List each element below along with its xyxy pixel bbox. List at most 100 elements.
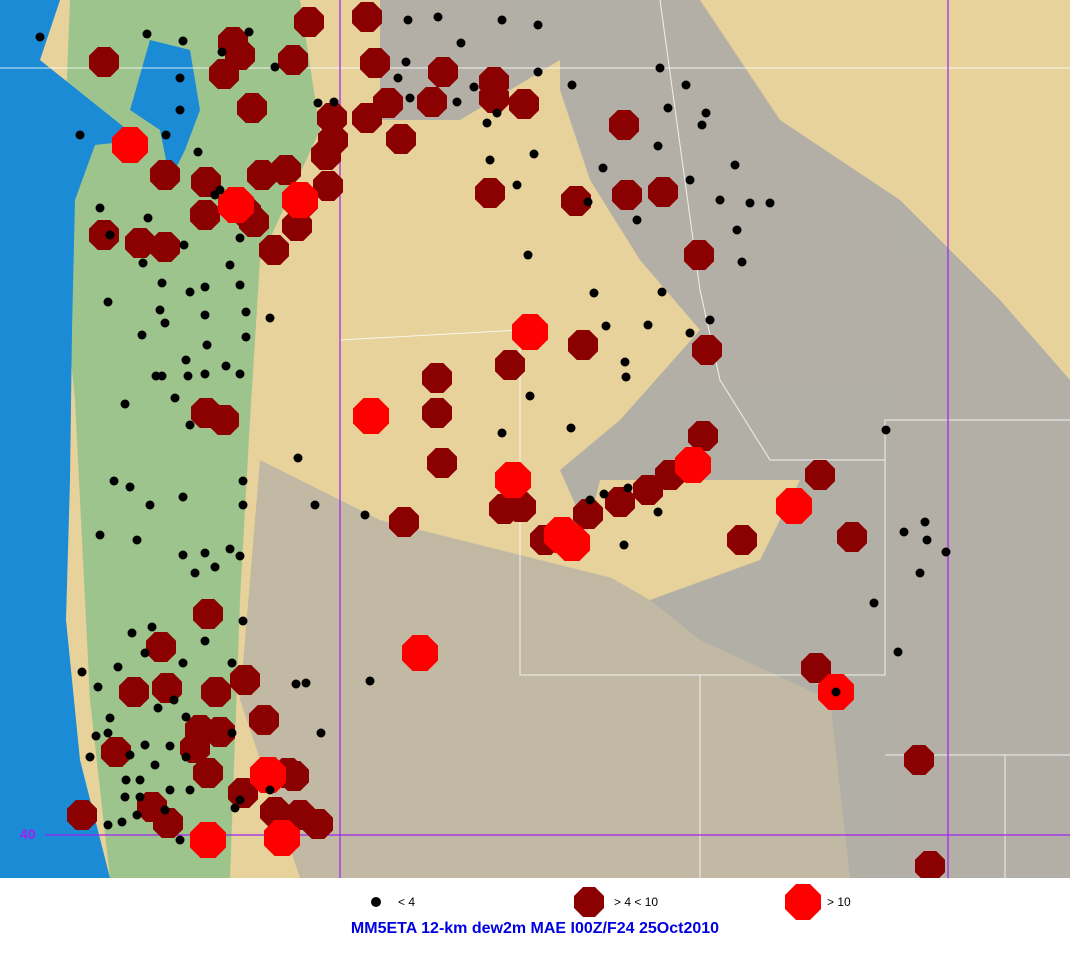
small-error-marker (135, 775, 145, 785)
small-error-marker (533, 67, 543, 77)
legend-item-medium: > 4 < 10 (574, 884, 658, 920)
medium-error-marker (479, 83, 509, 113)
small-error-marker (663, 103, 673, 113)
small-error-marker (200, 636, 210, 646)
medium-error-marker (209, 405, 239, 435)
small-error-marker (175, 105, 185, 115)
small-error-marker (155, 305, 165, 315)
small-error-marker (138, 258, 148, 268)
small-error-marker (403, 15, 413, 25)
small-error-marker (178, 658, 188, 668)
large-error-marker (402, 635, 438, 671)
medium-error-marker (805, 460, 835, 490)
small-error-marker (103, 297, 113, 307)
small-error-marker (583, 197, 593, 207)
station-markers (35, 2, 951, 878)
small-error-marker (899, 527, 909, 537)
small-error-marker (142, 29, 152, 39)
large-error-marker (250, 757, 286, 793)
small-error-marker (482, 118, 492, 128)
small-error-marker (178, 36, 188, 46)
small-error-marker (497, 428, 507, 438)
small-error-marker (238, 616, 248, 626)
small-error-marker (705, 315, 715, 325)
small-error-marker (235, 795, 245, 805)
small-error-marker (765, 198, 775, 208)
large-error-marker (353, 398, 389, 434)
small-error-marker (469, 82, 479, 92)
small-error-marker (235, 369, 245, 379)
small-error-marker (497, 15, 507, 25)
small-error-marker (701, 108, 711, 118)
medium-error-marker (386, 124, 416, 154)
small-error-marker (225, 544, 235, 554)
small-error-marker (745, 198, 755, 208)
small-error-marker (183, 371, 193, 381)
small-error-marker (623, 483, 633, 493)
large-error-marker (264, 820, 300, 856)
medium-error-marker (561, 186, 591, 216)
medium-error-marker (205, 717, 235, 747)
small-error-marker (621, 372, 631, 382)
small-error-marker (715, 195, 725, 205)
small-error-marker (95, 203, 105, 213)
medium-error-marker (282, 211, 312, 241)
small-error-marker (165, 785, 175, 795)
red-octagon-icon (785, 884, 821, 920)
small-error-marker (533, 20, 543, 30)
small-error-marker (169, 695, 179, 705)
small-error-marker (153, 703, 163, 713)
small-error-marker (35, 32, 45, 42)
small-error-marker (221, 361, 231, 371)
small-error-marker (210, 562, 220, 572)
large-error-marker (190, 822, 226, 858)
small-error-marker (244, 27, 254, 37)
small-error-marker (135, 792, 145, 802)
small-error-marker (566, 423, 576, 433)
large-error-marker (282, 182, 318, 218)
small-error-marker (137, 330, 147, 340)
medium-error-marker (389, 507, 419, 537)
small-error-marker (653, 507, 663, 517)
medium-error-marker (247, 160, 277, 190)
small-error-marker (175, 835, 185, 845)
small-error-marker (227, 658, 237, 668)
small-error-marker (525, 391, 535, 401)
small-error-marker (529, 149, 539, 159)
small-error-marker (127, 628, 137, 638)
small-error-marker (585, 495, 595, 505)
small-error-marker (75, 130, 85, 140)
small-error-marker (485, 155, 495, 165)
medium-error-marker (230, 665, 260, 695)
medium-error-marker (191, 167, 221, 197)
large-error-marker (776, 488, 812, 524)
state-borders (0, 0, 1070, 878)
medium-error-marker (152, 673, 182, 703)
medium-error-marker (684, 240, 714, 270)
small-error-marker (265, 785, 275, 795)
medium-error-marker (303, 809, 333, 839)
small-error-marker (293, 453, 303, 463)
small-error-marker (120, 792, 130, 802)
medium-error-marker (904, 745, 934, 775)
ocean (0, 0, 140, 878)
small-error-marker (181, 355, 191, 365)
medium-error-marker (101, 737, 131, 767)
legend: < 4 > 4 < 10 > 10 (0, 884, 1070, 920)
small-error-marker (598, 163, 608, 173)
medium-error-marker (605, 487, 635, 517)
small-error-marker (657, 287, 667, 297)
small-error-marker (132, 810, 142, 820)
small-error-marker (235, 280, 245, 290)
small-error-marker (179, 240, 189, 250)
small-error-marker (360, 510, 370, 520)
small-error-marker (685, 175, 695, 185)
small-error-marker (893, 647, 903, 657)
small-error-marker (105, 230, 115, 240)
small-error-marker (215, 185, 225, 195)
medium-error-marker (648, 177, 678, 207)
map (0, 0, 1070, 878)
small-error-marker (125, 482, 135, 492)
small-error-marker (93, 682, 103, 692)
medium-error-marker (318, 125, 348, 155)
